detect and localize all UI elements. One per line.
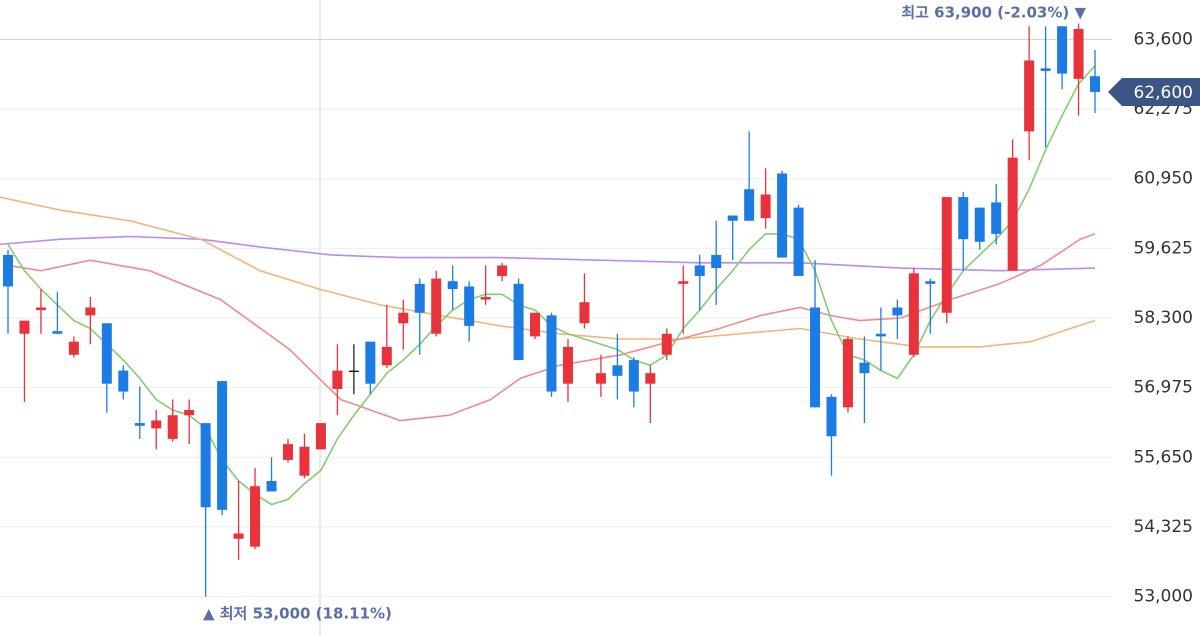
low-annotation: ▲ 최저 53,000 (18.11%) — [203, 605, 392, 623]
y-tick-label: 56,975 — [1134, 378, 1193, 398]
candle-body — [645, 373, 656, 384]
candle-body — [595, 373, 606, 384]
y-tick-label: 58,300 — [1134, 308, 1193, 328]
candle-body — [464, 286, 475, 326]
candle-body — [941, 197, 952, 313]
candle-body — [793, 207, 804, 276]
candle-body — [875, 333, 886, 337]
candle-body — [365, 341, 376, 384]
candle-body — [431, 278, 442, 334]
labels: 53,000 54,325 55,650 56,975 58,300 59,625 60,9… — [1108, 29, 1200, 607]
candle-body — [1090, 76, 1101, 92]
candle-body — [332, 370, 343, 389]
last-price-label: 62,600 — [1134, 83, 1193, 103]
candle-body — [530, 312, 541, 337]
y-tick-label: 54,325 — [1134, 517, 1193, 537]
candle-body — [282, 444, 293, 460]
candle-body — [315, 423, 326, 450]
candles — [3, 23, 1101, 597]
candle-body — [35, 307, 46, 311]
candle-body — [447, 281, 458, 290]
candle-body — [744, 189, 755, 221]
candle-body — [299, 446, 310, 476]
candle-body — [1073, 28, 1084, 79]
candle-body — [85, 307, 96, 316]
candle-body — [497, 265, 508, 276]
y-tick-label: 55,650 — [1134, 447, 1193, 467]
candle-body — [134, 423, 145, 426]
last-price-badge — [1108, 77, 1200, 106]
candle-body — [118, 370, 129, 392]
candle-body — [414, 283, 425, 313]
candle-body — [974, 207, 985, 242]
y-tick-label: 63,600 — [1134, 29, 1193, 49]
y-tick-label: 60,950 — [1134, 169, 1193, 189]
candle-body — [3, 254, 13, 287]
candle-body — [52, 331, 63, 334]
candle-body — [68, 341, 79, 355]
candle-body — [381, 346, 392, 366]
candle-body — [628, 360, 639, 392]
candle-body — [480, 296, 491, 300]
moving-average-line — [0, 196, 1096, 348]
candle-body — [760, 194, 771, 219]
high-annotation: 최고 63,900 (-2.03%) ▼ — [901, 4, 1086, 22]
candle-body — [1057, 26, 1068, 74]
candle-body — [217, 381, 228, 510]
candle-body — [19, 320, 30, 334]
candle-body — [1024, 60, 1035, 132]
candle-body — [678, 281, 689, 284]
candle-body — [233, 533, 244, 539]
candle-body — [727, 215, 738, 221]
candle-body — [1040, 68, 1051, 71]
candle-body — [167, 415, 178, 439]
candle-body — [661, 333, 672, 355]
candle-body — [777, 173, 788, 258]
candle-body — [810, 307, 821, 408]
candle-body — [200, 423, 211, 508]
candle-body — [842, 339, 853, 408]
candle-body — [266, 480, 277, 492]
candle-body — [513, 283, 524, 361]
candle-body — [859, 362, 870, 374]
candle-body — [612, 365, 623, 376]
moving-average-line — [0, 235, 1096, 272]
candle-body — [892, 307, 903, 316]
candle-body — [711, 254, 722, 269]
candle-body — [101, 323, 112, 384]
candle-body — [546, 315, 557, 392]
candle-body — [991, 202, 1002, 234]
candle-body — [562, 346, 573, 384]
candle-body — [1007, 157, 1018, 271]
candle-body — [250, 486, 261, 547]
y-tick-label: 53,000 — [1134, 587, 1193, 607]
candle-body — [348, 370, 359, 373]
candle-body — [925, 281, 936, 284]
candle-body — [398, 312, 409, 324]
candle-body — [908, 273, 919, 355]
y-tick-label: 59,625 — [1134, 238, 1193, 258]
candle-body — [958, 197, 969, 240]
candle-body — [694, 265, 705, 276]
candle-body — [579, 302, 590, 324]
candle-body — [826, 396, 837, 437]
candle-body — [151, 420, 162, 429]
candle-body — [184, 409, 195, 416]
